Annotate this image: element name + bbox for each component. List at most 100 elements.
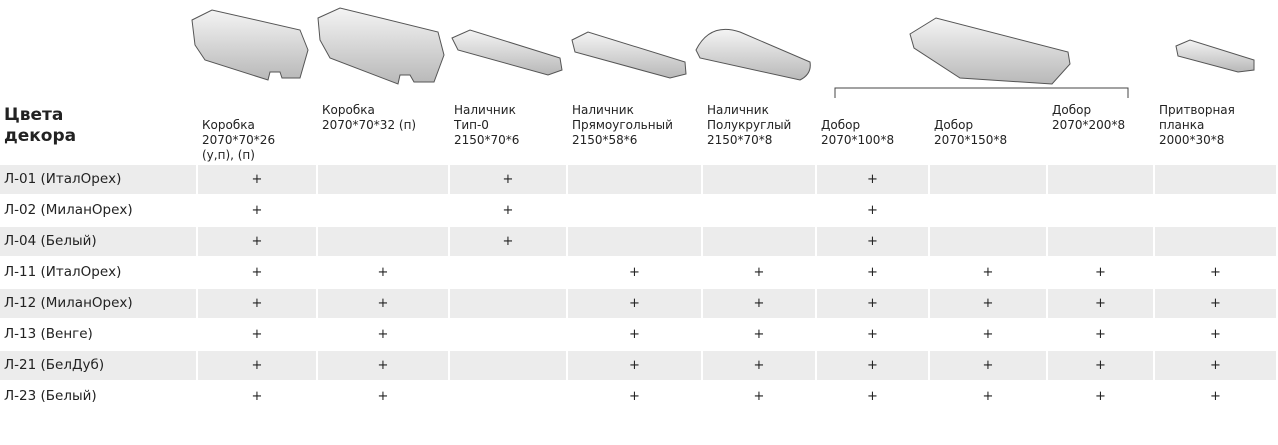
cell: +	[198, 196, 316, 225]
cell	[703, 227, 815, 256]
cell: +	[703, 289, 815, 318]
cell: +	[703, 258, 815, 287]
header-line: 2150*70*6	[454, 133, 520, 147]
header-line: Добор	[1052, 103, 1092, 117]
cell	[930, 196, 1046, 225]
cell: +	[450, 196, 566, 225]
header-line: Коробка	[322, 103, 375, 117]
cell: +	[930, 351, 1046, 380]
profile	[317, 7, 445, 85]
cell: +	[198, 258, 316, 287]
header-line: 2150*58*6	[572, 133, 638, 147]
cell: +	[930, 289, 1046, 318]
column-header: Коробка 2070*70*26 (у,п), (п)	[202, 118, 316, 163]
cell: +	[817, 227, 928, 256]
header-line: Притворная	[1159, 103, 1235, 117]
cell	[568, 196, 701, 225]
cell	[318, 227, 448, 256]
cell: +	[568, 320, 701, 349]
row-label: Л-21 (БелДуб)	[0, 351, 196, 380]
profiles	[191, 7, 1255, 98]
cell: +	[930, 258, 1046, 287]
cell: +	[817, 382, 928, 411]
cell	[318, 196, 448, 225]
cell: +	[1048, 258, 1153, 287]
header-line: 2070*100*8	[821, 133, 895, 147]
header-line: 2070*200*8	[1052, 118, 1126, 132]
header-line: Наличник	[572, 103, 634, 117]
cell	[450, 382, 566, 411]
header-line: (у,п), (п)	[202, 148, 255, 162]
cell: +	[198, 165, 316, 194]
row-label: Л-12 (МиланОрех)	[0, 289, 196, 318]
cell	[703, 165, 815, 194]
cell	[1048, 165, 1153, 194]
cell: +	[318, 320, 448, 349]
cell: +	[817, 258, 928, 287]
profile	[191, 9, 309, 81]
profile	[695, 28, 811, 81]
column-header: Добор 2070*200*8	[1052, 103, 1153, 133]
header-line: 2070*150*8	[934, 133, 1008, 147]
cell: +	[930, 382, 1046, 411]
cell	[568, 165, 701, 194]
header-line: 2000*30*8	[1159, 133, 1225, 147]
cell: +	[568, 289, 701, 318]
title-line: Цвета	[4, 105, 64, 125]
cell: +	[703, 382, 815, 411]
cell	[450, 320, 566, 349]
header-line: Добор	[934, 118, 974, 132]
cell	[450, 351, 566, 380]
cell	[1155, 196, 1276, 225]
cell: +	[703, 320, 815, 349]
cell: +	[817, 320, 928, 349]
column-header: Наличник Тип-0 2150*70*6	[454, 103, 566, 148]
cell: +	[703, 351, 815, 380]
cell: +	[1155, 258, 1276, 287]
header-line: Полукруглый	[707, 118, 792, 132]
column-header: Добор 2070*100*8	[821, 118, 928, 148]
column-header: Добор 2070*150*8	[934, 118, 1046, 148]
column-header: Наличник Прямоугольный 2150*58*6	[572, 103, 701, 148]
header-line: 2070*70*32 (п)	[322, 118, 417, 132]
cell: +	[198, 382, 316, 411]
profile	[909, 17, 1071, 85]
header-line: Добор	[821, 118, 861, 132]
profile	[451, 29, 563, 76]
cell: +	[318, 351, 448, 380]
column-header: Коробка 2070*70*32 (п)	[322, 103, 448, 133]
header-line: Коробка	[202, 118, 255, 132]
cell: +	[817, 196, 928, 225]
row-label: Л-11 (ИталОрех)	[0, 258, 196, 287]
cell	[450, 289, 566, 318]
cell: +	[1155, 289, 1276, 318]
header-line: Тип-0	[454, 118, 489, 132]
cell: +	[1155, 320, 1276, 349]
profile	[571, 31, 687, 79]
cell	[930, 227, 1046, 256]
cell	[703, 196, 815, 225]
cell: +	[817, 289, 928, 318]
cell	[1048, 227, 1153, 256]
cell: +	[1155, 382, 1276, 411]
cell: +	[568, 258, 701, 287]
column-header: Наличник Полукруглый 2150*70*8	[707, 103, 815, 148]
cell	[450, 258, 566, 287]
cell	[1155, 165, 1276, 194]
row-label: Л-02 (МиланОрех)	[0, 196, 196, 225]
cell: +	[1048, 289, 1153, 318]
header-line: Наличник	[707, 103, 769, 117]
cell: +	[1048, 382, 1153, 411]
cell	[318, 165, 448, 194]
header-line: 2070*70*26	[202, 133, 276, 147]
cell: +	[568, 382, 701, 411]
header-line: планка	[1159, 118, 1205, 132]
cell: +	[568, 351, 701, 380]
row-label: Л-04 (Белый)	[0, 227, 196, 256]
header-line: Прямоугольный	[572, 118, 673, 132]
cell	[1155, 227, 1276, 256]
title-line: декора	[4, 126, 77, 146]
cell: +	[318, 289, 448, 318]
row-label: Л-13 (Венге)	[0, 320, 196, 349]
